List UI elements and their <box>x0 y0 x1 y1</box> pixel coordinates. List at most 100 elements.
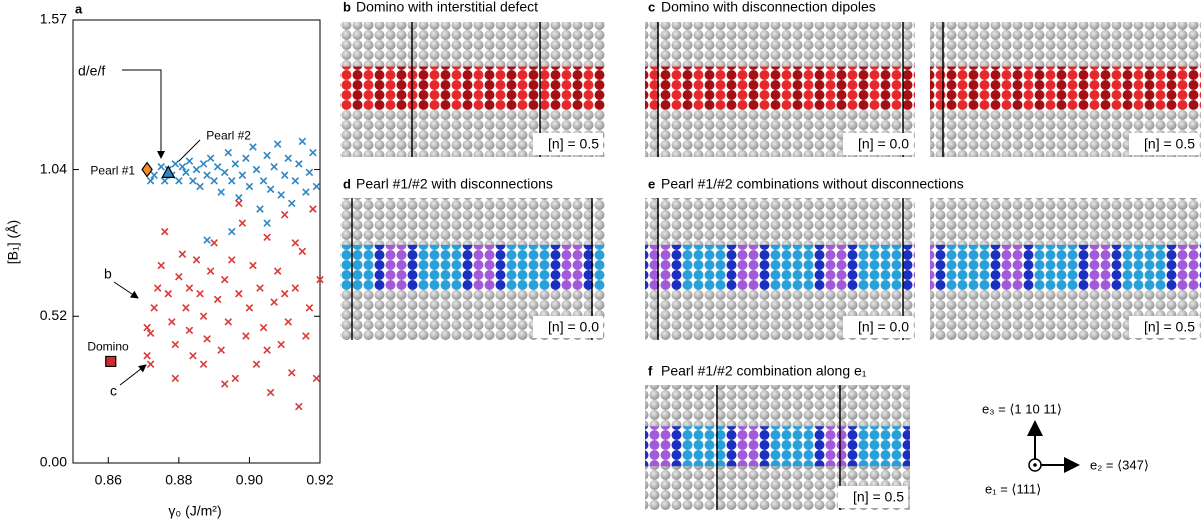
point <box>206 154 215 163</box>
marker <box>141 161 153 178</box>
point <box>298 137 307 146</box>
axis-label: e₂ = ⟨347⟩ <box>1090 457 1149 472</box>
point <box>168 318 176 326</box>
point <box>220 275 229 284</box>
y-tick-label: 0.00 <box>40 454 67 470</box>
y-tick-label: 1.57 <box>40 11 67 27</box>
point <box>298 247 307 256</box>
point <box>171 340 180 349</box>
point <box>270 298 278 306</box>
axes-key: e₃ = ⟨1 10 11⟩ e₂ = ⟨347⟩ e₁ = ⟨111⟩ <box>982 401 1149 496</box>
inset-label: [n] = 0.0 <box>858 319 909 335</box>
inset-label: [n] = 0.0 <box>548 319 599 335</box>
point <box>309 148 317 157</box>
marker <box>161 165 176 178</box>
x-tick-label: 0.92 <box>306 472 333 488</box>
point <box>277 191 285 199</box>
point <box>185 157 194 165</box>
point <box>192 165 201 174</box>
y-tick-label: 0.52 <box>40 307 67 323</box>
point <box>210 177 218 185</box>
panel-title: Domino with disconnection dipoles <box>661 0 876 15</box>
inset-box <box>1129 133 1199 155</box>
point <box>182 304 190 312</box>
point <box>160 177 169 185</box>
point <box>266 388 275 397</box>
axis-dot <box>1033 463 1037 467</box>
panel-letter: b <box>343 0 351 14</box>
point <box>263 219 271 227</box>
inset-label: [n] = 0.5 <box>1144 319 1195 335</box>
panel-title: Pearl #1/#2 combination along e₁ <box>661 363 867 379</box>
point <box>273 267 282 275</box>
point <box>291 239 300 247</box>
point <box>178 162 187 171</box>
point <box>224 318 233 326</box>
point <box>242 332 250 340</box>
point <box>305 168 314 177</box>
inset-label: [n] = 0.5 <box>548 136 599 152</box>
panels: b Domino with interstitial defect [n] = 0.… <box>340 0 1201 510</box>
point <box>288 368 296 377</box>
point <box>263 151 271 160</box>
point <box>291 284 300 292</box>
point <box>231 160 240 168</box>
panel-letter: d <box>343 176 351 191</box>
inset-box <box>533 133 603 155</box>
inset-box <box>533 316 603 338</box>
point <box>217 188 225 196</box>
inset-box <box>843 133 913 155</box>
interface-band <box>930 66 1201 110</box>
point <box>284 318 293 326</box>
point <box>312 374 321 383</box>
point <box>189 177 197 185</box>
point <box>157 261 165 270</box>
inset-box <box>838 486 908 508</box>
point <box>217 346 225 354</box>
point <box>309 205 317 213</box>
point <box>312 182 321 191</box>
point <box>263 346 271 354</box>
point <box>196 289 204 298</box>
point <box>280 289 289 298</box>
point <box>228 256 236 264</box>
point <box>220 380 229 388</box>
point <box>238 219 247 227</box>
point <box>182 168 190 177</box>
marker-label: Domino <box>87 340 129 354</box>
point <box>150 171 158 179</box>
panel-title: Pearl #1/#2 combinations without disconn… <box>661 176 964 192</box>
point <box>295 160 303 168</box>
point <box>210 239 218 247</box>
y-axis-label: [B₁] (Å) <box>5 220 21 264</box>
point <box>185 284 194 292</box>
panel-title: Domino with interstitial defect <box>356 0 538 15</box>
plot-area: 0.00 0.52 1.04 1.57 0.86 0.88 0.90 0.92 Domino Pe… <box>40 11 334 488</box>
y-tick-label: 1.04 <box>40 160 67 176</box>
point <box>302 332 310 340</box>
x-tick-label: 0.88 <box>165 472 192 488</box>
point <box>146 177 155 185</box>
point <box>192 256 201 264</box>
point <box>249 143 257 151</box>
inset-label: [n] = 0.0 <box>858 136 909 152</box>
marker <box>105 355 117 368</box>
annotation: c <box>110 383 117 399</box>
point <box>196 182 204 191</box>
point <box>245 304 254 312</box>
inset-label: [n] = 0.5 <box>1144 136 1195 152</box>
panel-title: Pearl #1/#2 with disconnections <box>356 176 553 192</box>
point <box>316 275 324 284</box>
point <box>203 171 211 179</box>
interface-band <box>340 66 605 110</box>
arrow <box>119 364 147 386</box>
panel-letter: a <box>75 1 83 16</box>
point <box>302 188 310 196</box>
inset-box <box>1129 316 1199 338</box>
point <box>259 323 268 332</box>
axis-label: e₃ = ⟨1 10 11⟩ <box>982 401 1062 416</box>
point <box>256 205 264 213</box>
point <box>175 273 183 281</box>
point <box>146 329 155 337</box>
point <box>284 154 293 163</box>
